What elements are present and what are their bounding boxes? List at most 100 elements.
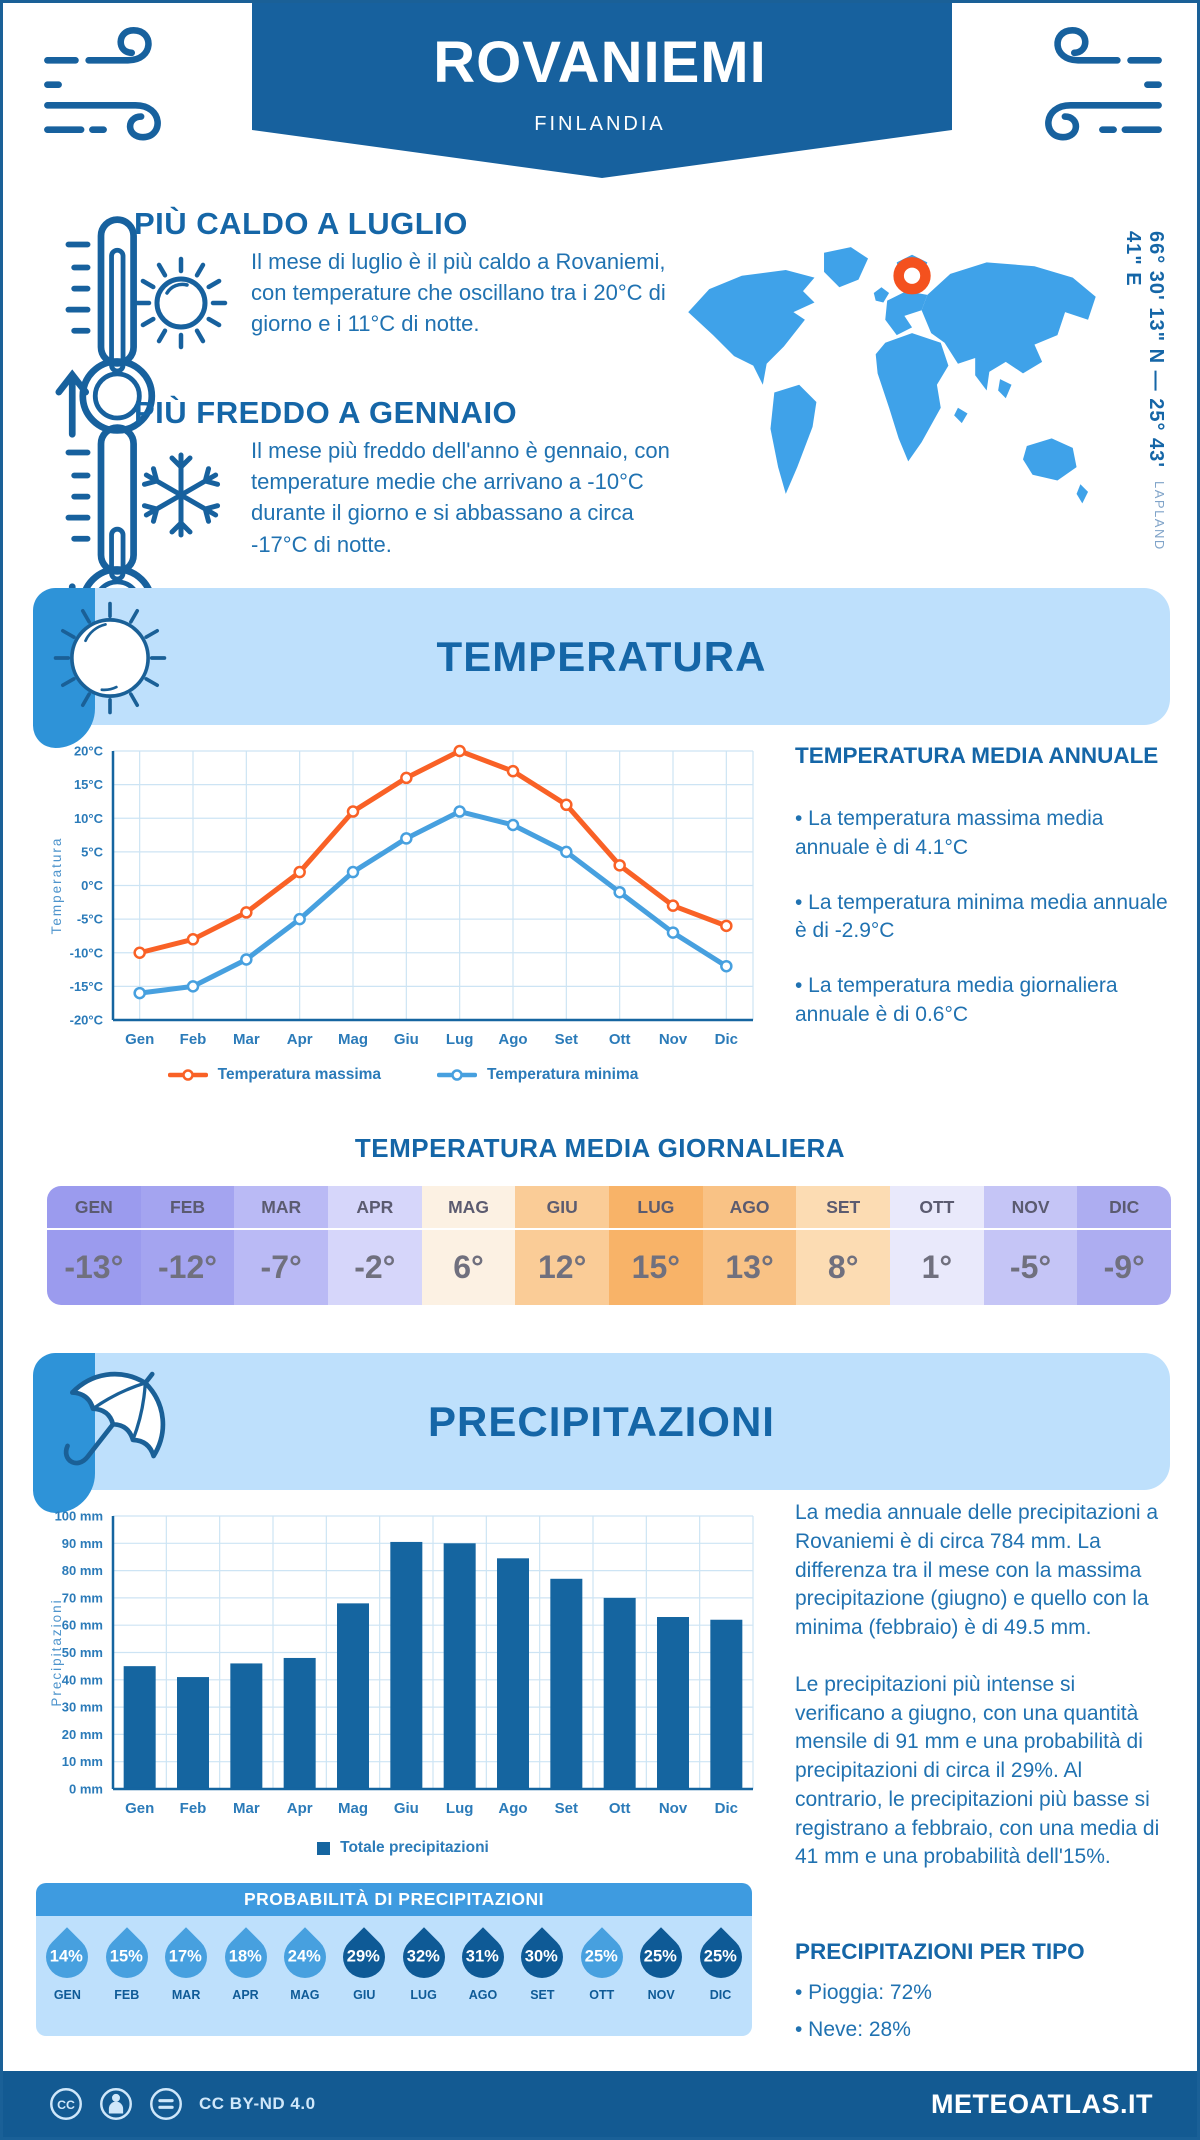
coordinates-text: 66° 30' 13" N — 25° 43' 41" E xyxy=(1122,231,1167,469)
precipitation-probability-box: PROBABILITÀ DI PRECIPITAZIONI 14% GEN 15% F… xyxy=(36,1883,752,2036)
highlight-warm-text: Il mese di luglio è il più caldo a Rovan… xyxy=(251,249,666,337)
month-label: DIC xyxy=(709,1988,732,2002)
raindrop-icon: 18% xyxy=(215,1927,276,1987)
wind-icon xyxy=(44,26,161,141)
svg-text:Ago: Ago xyxy=(498,1800,527,1817)
raindrop-icon: 29% xyxy=(334,1927,394,1987)
month-label: NOV xyxy=(647,1988,675,2002)
month-temperature-cell: MAR -7° xyxy=(234,1186,329,1305)
month-label: SET xyxy=(796,1186,891,1230)
map-coordinates: 66° 30' 13" N — 25° 43' 41" E LAPLAND xyxy=(1121,231,1167,551)
month-label: GIU xyxy=(353,1988,376,2002)
svg-text:80 mm: 80 mm xyxy=(62,1563,103,1578)
svg-text:Apr: Apr xyxy=(287,1031,313,1048)
month-label: FEB xyxy=(114,1988,140,2002)
svg-text:5°C: 5°C xyxy=(81,844,103,859)
svg-text:20 mm: 20 mm xyxy=(62,1727,103,1742)
month-label: GEN xyxy=(47,1186,141,1230)
raindrop-icon: 24% xyxy=(275,1927,335,1987)
month-label: APR xyxy=(328,1186,422,1230)
temperature-chart: -20°C -15°C -10°C -5°C 0°C 5°C 10°C 15°C 20°C Gen… xyxy=(49,744,754,1048)
svg-text:10°C: 10°C xyxy=(74,811,104,826)
site-label: METEOATLAS.IT xyxy=(931,2088,1153,2119)
raindrop-icon: 25% xyxy=(631,1927,691,1987)
svg-text:100 mm: 100 mm xyxy=(55,1509,103,1524)
cc-nd-icon xyxy=(150,2088,182,2120)
region-label: LAPLAND xyxy=(1152,481,1167,551)
temperature-section-banner: TEMPERATURA xyxy=(33,588,1170,748)
svg-text:Temperatura: Temperatura xyxy=(49,837,64,935)
svg-text:90 mm: 90 mm xyxy=(62,1536,103,1551)
sun-icon xyxy=(134,256,228,350)
svg-text:Lug: Lug xyxy=(446,1800,474,1817)
probability-drop: 17% MAR xyxy=(156,1927,216,2002)
month-label: GIU xyxy=(515,1186,610,1230)
probability-drop: 24% MAG xyxy=(275,1927,335,2002)
temperature-section-title: TEMPERATURA xyxy=(436,633,767,680)
temperature-value: -5° xyxy=(1009,1249,1052,1285)
month-temperature-cell: GIU 12° xyxy=(515,1186,610,1305)
temperature-value: -9° xyxy=(1103,1249,1145,1285)
cc-license-icons: CC xyxy=(47,2085,185,2123)
annual-temperature-bullets: • La temperatura massima media annuale è… xyxy=(795,805,1169,1030)
temperature-value: -7° xyxy=(260,1249,302,1285)
world-map xyxy=(688,247,1096,504)
month-label: DIC xyxy=(1077,1186,1171,1230)
svg-text:CC: CC xyxy=(57,2098,75,2112)
svg-text:Giu: Giu xyxy=(394,1031,419,1048)
month-temperature-cell: SET 8° xyxy=(796,1186,891,1305)
probability-drop: 32% LUG xyxy=(393,1927,454,2002)
temperature-value: 6° xyxy=(453,1249,484,1285)
svg-text:-15°C: -15°C xyxy=(70,979,104,994)
raindrop-icon: 32% xyxy=(393,1927,454,1987)
sun-banner-icon xyxy=(53,601,167,715)
cc-icon: CC xyxy=(50,2088,82,2120)
precipitation-section-banner: PRECIPITAZIONI xyxy=(33,1353,1170,1513)
month-label: APR xyxy=(232,1988,259,2002)
thermometer-up-icon xyxy=(55,216,156,438)
raindrop-icon: 31% xyxy=(453,1927,513,1987)
svg-text:-10°C: -10°C xyxy=(70,945,104,960)
banner-wedge xyxy=(33,1353,95,1513)
month-label: OTT xyxy=(589,1988,615,2002)
month-label: MAR xyxy=(171,1988,201,2002)
month-label: MAG xyxy=(421,1186,516,1230)
precipitation-text-block: La media annuale delle precipitazioni a … xyxy=(795,1499,1169,1872)
svg-text:Feb: Feb xyxy=(180,1800,207,1817)
month-temperature-cell: AGO 13° xyxy=(702,1186,797,1305)
svg-text:60 mm: 60 mm xyxy=(62,1618,103,1633)
footer: CC CC BY-ND 4.0 METEOATLAS.IT xyxy=(3,2071,1197,2137)
temperature-value: 12° xyxy=(538,1249,587,1285)
license-label: CC BY-ND 4.0 xyxy=(199,2094,316,2113)
svg-text:-20°C: -20°C xyxy=(70,1013,104,1028)
month-label: OTT xyxy=(890,1186,984,1230)
month-temperature-cell: FEB -12° xyxy=(140,1186,235,1305)
svg-text:Ott: Ott xyxy=(609,1800,631,1817)
list-item: • La temperatura media giornaliera annua… xyxy=(795,974,1118,1026)
cc-attribution-icon xyxy=(100,2088,132,2120)
temperature-value: -12° xyxy=(157,1249,218,1285)
raindrop-icon: 30% xyxy=(512,1927,573,1987)
temperature-value: -2° xyxy=(354,1249,396,1285)
raindrop-icon: 17% xyxy=(156,1927,216,1987)
list-item: • Pioggia: 72% xyxy=(795,1981,932,2004)
month-temperature-cell: DIC -9° xyxy=(1077,1186,1171,1305)
temperature-value: 1° xyxy=(921,1249,953,1285)
legend-item: Temperatura massima xyxy=(167,1066,381,1084)
month-label: AGO xyxy=(702,1186,797,1230)
temperature-value: -13° xyxy=(64,1249,124,1285)
svg-text:Giu: Giu xyxy=(394,1800,419,1817)
probability-drop: 31% AGO xyxy=(453,1927,513,2002)
list-item: • La temperatura minima media annuale è … xyxy=(795,890,1168,943)
svg-text:Gen: Gen xyxy=(125,1800,154,1817)
list-item: La media annuale delle precipitazioni a … xyxy=(795,1501,1159,1640)
month-label: MAG xyxy=(290,1988,320,2002)
svg-text:Mar: Mar xyxy=(233,1800,260,1817)
svg-text:10 mm: 10 mm xyxy=(62,1754,103,1769)
svg-text:Apr: Apr xyxy=(287,1800,313,1817)
svg-text:Nov: Nov xyxy=(659,1800,688,1817)
svg-text:Precipitazioni: Precipitazioni xyxy=(49,1598,64,1706)
month-temperature-cell: LUG 15° xyxy=(609,1186,703,1305)
probability-drop: 25% NOV xyxy=(631,1927,691,2002)
svg-text:Dic: Dic xyxy=(715,1031,738,1048)
